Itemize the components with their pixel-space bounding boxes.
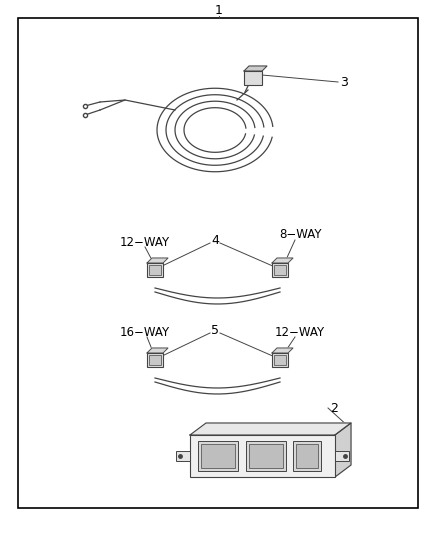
Bar (244, 71, 262, 85)
Text: 2: 2 (330, 401, 338, 415)
Bar (335, 451, 349, 461)
Polygon shape (147, 348, 168, 353)
Bar (272, 263, 288, 277)
Polygon shape (244, 66, 267, 71)
Bar (272, 353, 288, 367)
Bar (176, 451, 190, 461)
Bar (147, 263, 163, 277)
Polygon shape (147, 258, 168, 263)
Bar (190, 435, 335, 477)
Bar (147, 353, 163, 367)
Bar (293, 441, 321, 471)
Polygon shape (272, 258, 293, 263)
Bar (149, 355, 161, 365)
Bar (274, 355, 286, 365)
Bar (296, 444, 318, 468)
Text: 3: 3 (340, 76, 348, 88)
Text: 16−WAY: 16−WAY (120, 326, 170, 338)
Text: 12−WAY: 12−WAY (120, 236, 170, 248)
Bar (198, 441, 238, 471)
Bar (201, 444, 235, 468)
Text: 1: 1 (215, 4, 223, 17)
Polygon shape (272, 348, 293, 353)
Text: 5: 5 (211, 324, 219, 336)
Text: 8−WAY: 8−WAY (279, 229, 321, 241)
Bar (249, 444, 283, 468)
Bar (274, 265, 286, 275)
Polygon shape (190, 423, 351, 435)
Bar (246, 441, 286, 471)
Polygon shape (335, 423, 351, 477)
Bar (149, 265, 161, 275)
Text: 12−WAY: 12−WAY (275, 326, 325, 338)
Text: 4: 4 (211, 233, 219, 246)
